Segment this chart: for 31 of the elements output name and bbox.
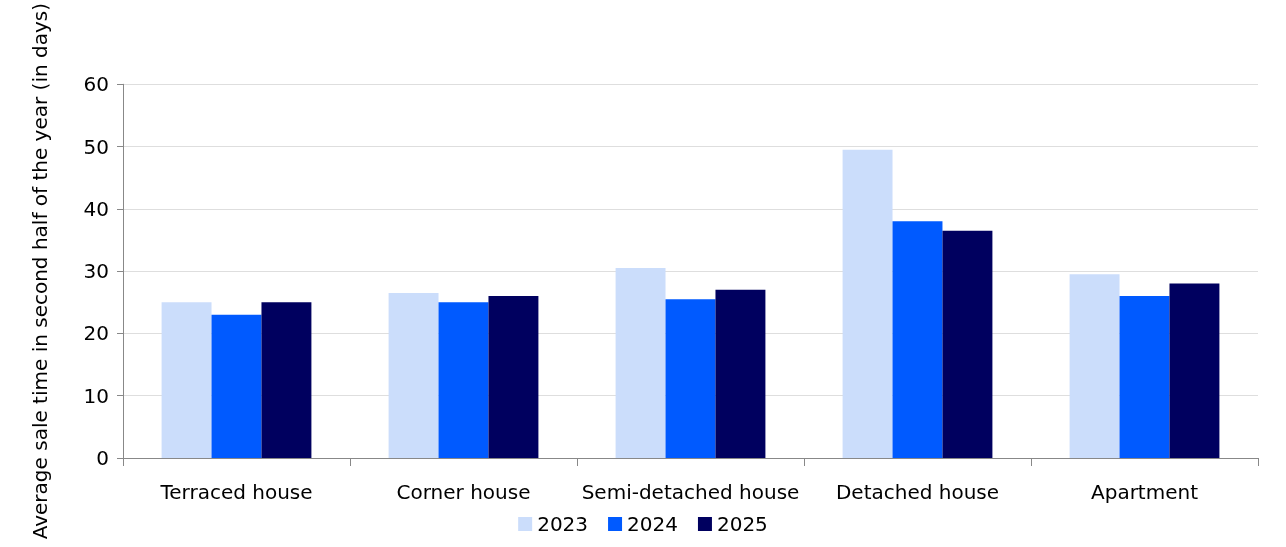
bar (842, 149, 893, 458)
bar (161, 302, 212, 458)
bar (261, 302, 312, 458)
legend-label: 2024 (627, 512, 678, 536)
x-tick-label: Apartment (1090, 480, 1199, 504)
x-tick-label: Corner house (396, 480, 531, 504)
bar (715, 289, 766, 458)
bar (892, 221, 943, 458)
y-tick-label: 20 (83, 321, 109, 346)
bar (1169, 283, 1220, 458)
bar (388, 292, 439, 458)
bar (1069, 274, 1120, 458)
y-tick-label: 30 (83, 259, 109, 284)
y-tick-label: 10 (83, 383, 109, 408)
x-tick-label: Semi-detached house (581, 480, 800, 504)
x-tick-label: Terraced house (159, 480, 313, 504)
legend-label: 2025 (716, 512, 768, 536)
y-axis-title: Average sale time in second half of the year (in days) (28, 3, 52, 540)
bar (211, 314, 262, 458)
y-tick-label: 0 (96, 446, 109, 470)
legend-label: 2023 (537, 512, 589, 536)
y-tick-label: 50 (83, 134, 109, 159)
y-tick-label: 60 (83, 72, 109, 97)
y-tick-label: 40 (83, 196, 109, 221)
x-tick-label: Detached house (835, 480, 1000, 504)
bar (942, 230, 993, 458)
bar (1119, 296, 1170, 458)
bar (665, 299, 716, 458)
bar (488, 296, 539, 458)
bar (615, 268, 666, 458)
bar (438, 302, 489, 458)
